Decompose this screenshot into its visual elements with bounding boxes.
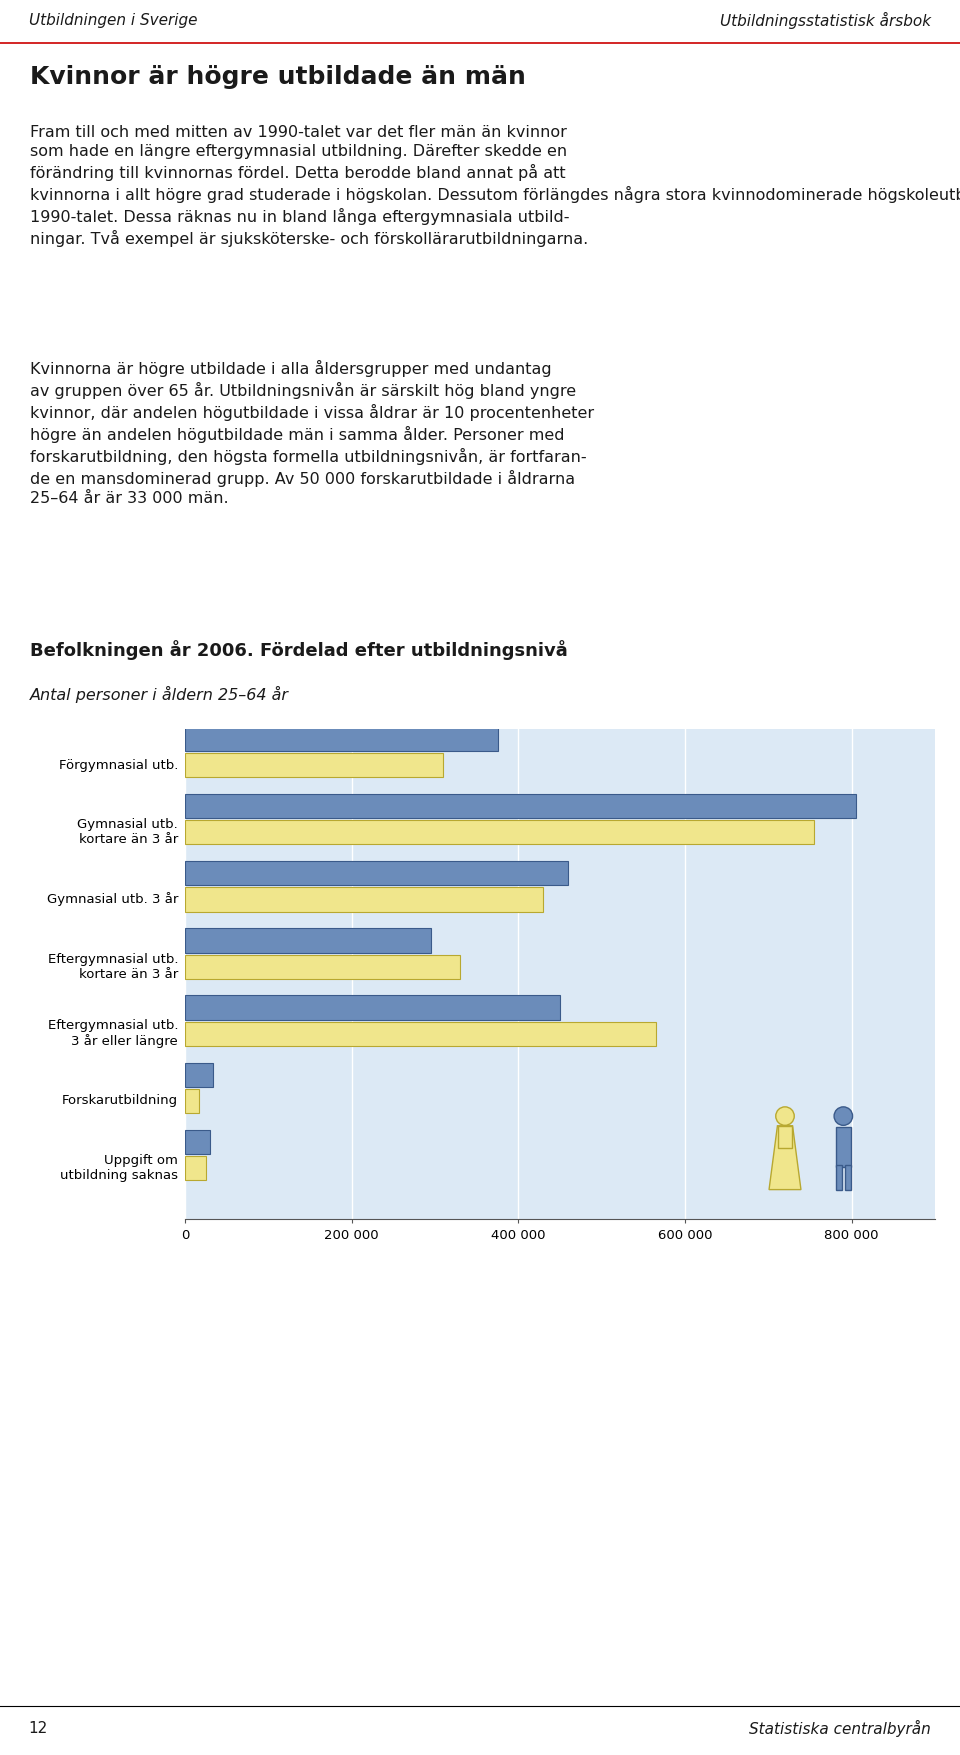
Bar xyxy=(185,862,568,886)
Bar xyxy=(185,888,543,913)
Text: Utbildningen i Sverige: Utbildningen i Sverige xyxy=(29,12,198,28)
Text: Fram till och med mitten av 1990-talet var det fler män än kvinnor
som hade en l: Fram till och med mitten av 1990-talet v… xyxy=(30,125,960,247)
Bar xyxy=(185,728,497,751)
Bar xyxy=(185,1090,199,1113)
Text: Antal personer i åldern 25–64 år: Antal personer i åldern 25–64 år xyxy=(30,684,289,702)
Text: 12: 12 xyxy=(29,1720,48,1736)
Polygon shape xyxy=(769,1127,801,1190)
Bar xyxy=(185,955,460,979)
Bar xyxy=(185,821,814,844)
Bar xyxy=(185,1064,212,1086)
Bar xyxy=(185,1021,656,1046)
Circle shape xyxy=(776,1107,794,1125)
Bar xyxy=(185,1157,205,1181)
Text: Utbildningsstatistisk årsbok: Utbildningsstatistisk årsbok xyxy=(720,12,931,28)
Bar xyxy=(779,1127,792,1148)
Text: Statistiska centralbyrån: Statistiska centralbyrån xyxy=(750,1718,931,1736)
Bar xyxy=(836,1127,851,1167)
Text: Befolkningen år 2006. Fördelad efter utbildningsnivå: Befolkningen år 2006. Fördelad efter utb… xyxy=(30,639,567,660)
Bar xyxy=(185,1130,210,1155)
Circle shape xyxy=(834,1107,852,1125)
Text: Kvinnorna är högre utbildade i alla åldersgrupper med undantag
av gruppen över 6: Kvinnorna är högre utbildade i alla ålde… xyxy=(30,360,594,505)
Bar xyxy=(185,753,444,777)
Bar xyxy=(836,1165,842,1190)
Bar xyxy=(185,995,560,1020)
Text: Kvinnor är högre utbildade än män: Kvinnor är högre utbildade än män xyxy=(30,65,526,90)
Bar xyxy=(845,1165,851,1190)
Bar xyxy=(185,795,855,820)
Bar xyxy=(185,928,431,953)
